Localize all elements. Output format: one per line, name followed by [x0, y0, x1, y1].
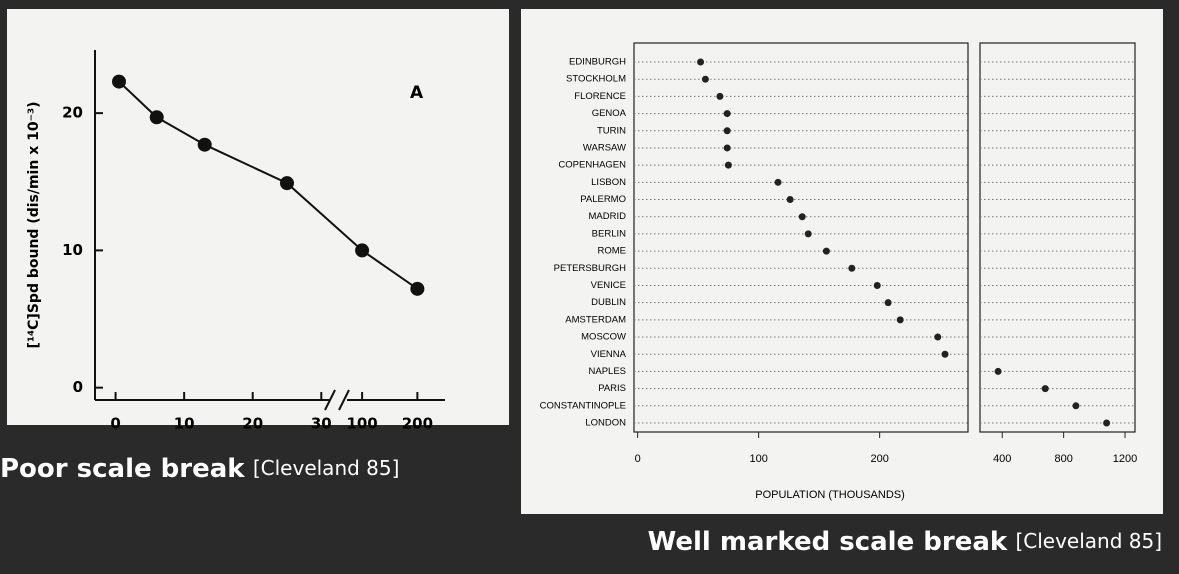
- y-tick-label: 20: [62, 104, 83, 122]
- data-dot: [701, 75, 709, 83]
- caption-cite: [Cleveland 85]: [253, 456, 400, 480]
- x-tick-label: 400: [993, 453, 1011, 465]
- y-tick-label: 0: [73, 378, 83, 396]
- category-label: LISBON: [591, 177, 626, 188]
- scale-break: [324, 389, 350, 411]
- category-label: COPENHAGEN: [558, 160, 626, 171]
- panel: [633, 42, 969, 433]
- x-tick-label: 0: [635, 453, 641, 465]
- x-tick-label: 1200: [1113, 453, 1137, 465]
- right-figure: [521, 9, 1163, 514]
- left-figure: [7, 9, 509, 425]
- data-dot: [884, 299, 892, 307]
- category-label: TURIN: [597, 125, 626, 136]
- x-tick-label: 100: [749, 453, 767, 465]
- x-axis-label: POPULATION (THOUSANDS): [755, 489, 905, 501]
- data-dot: [723, 127, 731, 135]
- caption-right: Well marked scale break [Cleveland 85]: [648, 527, 1162, 557]
- category-label: VIENNA: [591, 349, 627, 360]
- data-dot: [1072, 402, 1080, 410]
- data-dot: [798, 213, 806, 221]
- data-dot: [994, 367, 1002, 375]
- x-tick-label: 10: [174, 415, 195, 433]
- data-line: [118, 80, 418, 290]
- data-dot: [822, 247, 830, 255]
- data-dot: [786, 196, 794, 204]
- data-point: [197, 137, 212, 152]
- category-label: WARSAW: [583, 142, 626, 153]
- data-dot: [804, 230, 812, 238]
- data-dot: [1041, 385, 1049, 393]
- data-dot: [873, 281, 881, 289]
- category-label: NAPLES: [589, 366, 627, 377]
- category-label: LONDON: [585, 418, 626, 429]
- data-dot: [941, 350, 949, 358]
- category-label: ROME: [598, 246, 627, 257]
- x-tick-label: 200: [870, 453, 888, 465]
- category-label: PETERSBURGH: [554, 263, 626, 274]
- x-tick-label: 200: [402, 415, 433, 433]
- category-label: FLORENCE: [574, 91, 626, 102]
- data-dot: [774, 178, 782, 186]
- caption-bold: Well marked scale break: [648, 527, 1008, 557]
- x-tick-label: 100: [346, 415, 377, 433]
- data-dot: [723, 110, 731, 118]
- data-point: [112, 74, 126, 89]
- data-point: [410, 281, 425, 296]
- caption-bold: Poor scale break: [0, 454, 245, 484]
- annotation: A: [410, 83, 424, 103]
- data-point: [149, 110, 164, 125]
- category-label: MADRID: [589, 211, 627, 222]
- x-tick-label: 0: [110, 415, 120, 433]
- data-dot: [896, 316, 904, 324]
- caption-left: Poor scale break [Cleveland 85]: [0, 454, 399, 484]
- category-label: EDINBURGH: [569, 57, 626, 68]
- data-dot: [723, 144, 731, 152]
- category-label: MOSCOW: [581, 332, 626, 343]
- data-dot: [716, 92, 724, 100]
- category-label: PALERMO: [580, 194, 626, 205]
- data-dot: [724, 161, 732, 169]
- y-axis-label: [¹⁴C]Spd bound (dis/min x 10⁻³): [26, 101, 42, 348]
- data-point: [355, 243, 370, 258]
- data-dot: [848, 264, 856, 272]
- category-label: PARIS: [598, 383, 626, 394]
- category-label: DUBLIN: [591, 297, 626, 308]
- category-label: STOCKHOLM: [566, 74, 626, 85]
- category-label: VENICE: [591, 280, 626, 291]
- category-label: AMSTERDAM: [565, 314, 626, 325]
- x-tick-label: 30: [311, 415, 332, 433]
- category-label: GENOA: [592, 108, 627, 119]
- x-tick-label: 800: [1054, 453, 1072, 465]
- caption-cite: [Cleveland 85]: [1015, 529, 1162, 553]
- panel: [979, 42, 1136, 433]
- data-dot: [697, 58, 705, 66]
- x-tick-label: 20: [242, 415, 263, 433]
- y-tick-label: 10: [62, 241, 83, 259]
- category-label: CONSTANTINOPLE: [540, 400, 626, 411]
- data-dot: [934, 333, 942, 341]
- data-dot: [1103, 419, 1111, 427]
- data-point: [280, 176, 294, 191]
- category-label: BERLIN: [592, 228, 626, 239]
